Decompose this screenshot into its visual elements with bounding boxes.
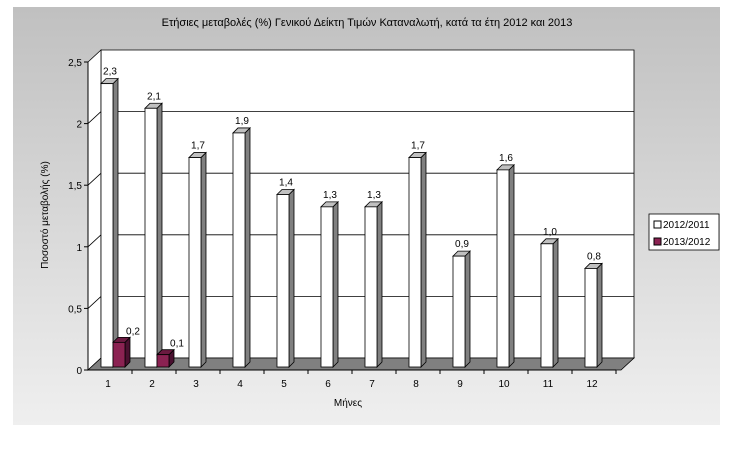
y-axis-label: Ποσοστό μεταβολής (%) (39, 161, 51, 269)
bar-2013-2012-1 (112, 341, 126, 368)
bar-2012-2011-12 (584, 268, 598, 368)
data-label: 0,1 (170, 339, 184, 350)
y-tick-label: 0,5 (68, 304, 82, 315)
x-tick-label: 2 (149, 379, 155, 390)
bar-2012-2011-1 (100, 83, 114, 368)
bar-side (464, 250, 471, 368)
gridline-side (87, 296, 102, 309)
bar-side (552, 237, 559, 368)
data-label: 2,3 (103, 67, 117, 78)
bar-2012-2011-10 (496, 169, 510, 368)
bar-side (376, 200, 383, 368)
bar-side (200, 151, 207, 368)
y-tick-label: 2,5 (68, 58, 82, 69)
x-tick-label: 10 (498, 379, 510, 390)
y-tick-label: 0 (76, 366, 82, 377)
bar-side (288, 188, 295, 368)
bar-side (596, 262, 603, 368)
bar-2012-2011-4 (232, 132, 246, 368)
bar-2012-2011-5 (276, 194, 290, 368)
bar-side (244, 126, 251, 368)
x-axis-label: Μήνες (334, 397, 362, 409)
x-tick-label: 7 (369, 379, 375, 390)
legend-swatch-2012-2011 (653, 220, 662, 229)
data-label: 1,7 (411, 141, 425, 152)
x-tick-label: 5 (281, 379, 287, 390)
bar-2012-2011-3 (188, 157, 202, 368)
chart-title: Ετήσιες μεταβολές (%) Γενικού Δείκτη Τιμ… (162, 17, 573, 29)
data-label: 0,2 (126, 326, 140, 337)
data-label: 0,9 (455, 239, 469, 250)
bar-side (112, 77, 119, 368)
bar-2012-2011-11 (540, 243, 554, 368)
bar-2012-2011-7 (364, 206, 378, 368)
data-label: 1,3 (367, 190, 381, 201)
x-tick-label: 1 (105, 379, 111, 390)
legend-swatch-2013-2012 (653, 237, 662, 246)
x-tick-label: 11 (543, 379, 554, 390)
data-label: 1,7 (191, 141, 205, 152)
bar-side (420, 151, 427, 368)
side-wall (87, 49, 102, 371)
data-label: 1,6 (499, 153, 513, 164)
x-tick-label: 6 (325, 379, 331, 390)
gridline-side (87, 234, 102, 248)
x-tick-label: 4 (237, 379, 243, 390)
x-tick-label: 12 (586, 379, 598, 390)
gridline-side (87, 111, 102, 124)
data-label: 1,3 (323, 190, 337, 201)
x-tick-label: 8 (413, 379, 419, 390)
bar-side (332, 200, 339, 368)
x-tick-label: 9 (457, 379, 463, 390)
data-label: 1,4 (279, 178, 293, 189)
y-tick-label: 1 (76, 243, 82, 254)
data-label: 0,8 (587, 251, 601, 262)
bar-2012-2011-9 (452, 255, 466, 368)
data-label: 1,9 (235, 116, 249, 127)
bar-2012-2011-2 (144, 107, 158, 368)
data-label: 1,0 (543, 227, 557, 238)
bar-2013-2012-2 (156, 354, 170, 368)
bar-side (156, 102, 163, 368)
legend-label-2013-2012: 2013/2012 (663, 237, 711, 248)
legend: 2012/2011 2013/2012 (648, 213, 720, 251)
legend-label-2012-2011: 2012/2011 (663, 220, 710, 231)
bar-side (508, 163, 515, 368)
y-tick-label: 1,5 (68, 181, 82, 192)
y-tick-label: 2 (76, 120, 82, 131)
x-tick-label: 3 (193, 379, 199, 390)
bar-2012-2011-6 (320, 206, 334, 368)
gridline-side (87, 172, 102, 186)
bar-2012-2011-8 (408, 157, 422, 368)
data-label: 2,1 (147, 91, 161, 102)
